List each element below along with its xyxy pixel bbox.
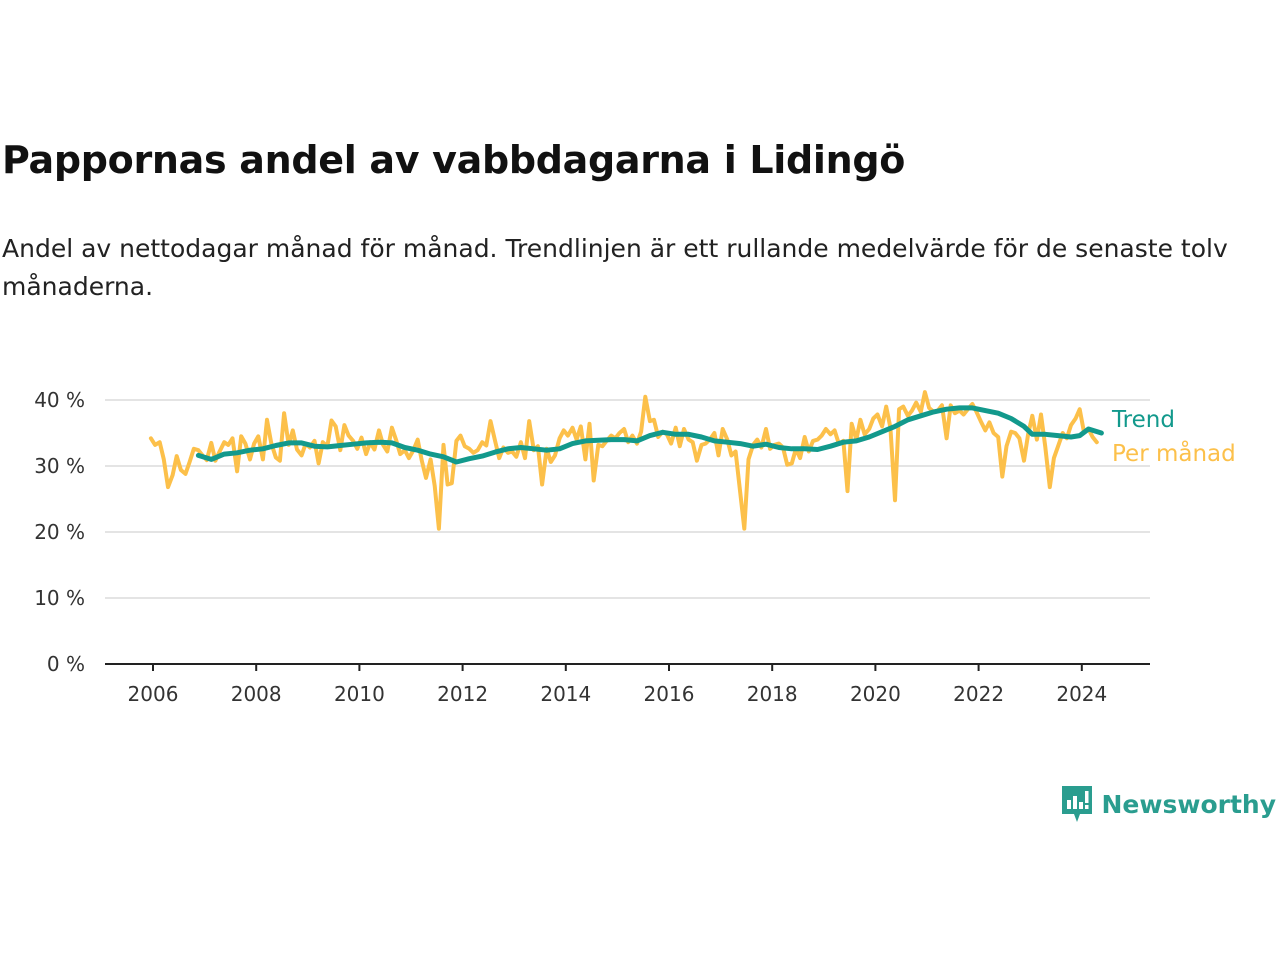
y-tick-label: 20 %: [34, 520, 85, 544]
y-axis-labels: 0 % 10 % 20 % 30 % 40 %: [34, 388, 85, 676]
x-tick-label: 2008: [231, 682, 282, 706]
y-tick-label: 40 %: [34, 388, 85, 412]
monthly-label: Per månad: [1112, 439, 1236, 467]
series-labels: Per månad Trend: [1111, 407, 1236, 467]
x-tick-label: 2020: [850, 682, 901, 706]
x-tick-label: 2010: [334, 682, 385, 706]
x-tick-label: 2022: [953, 682, 1004, 706]
trend-line: [195, 405, 1104, 465]
chart-title: Pappornas andel av vabbdagarna i Lidingö: [2, 138, 906, 182]
grid-lines: [105, 399, 1150, 599]
newsworthy-logo: Newsworthy: [1060, 784, 1277, 824]
y-tick-label: 0 %: [47, 652, 85, 676]
monthly-line: [148, 390, 1099, 531]
y-tick-label: 30 %: [34, 454, 85, 478]
x-tick-label: 2012: [437, 682, 488, 706]
x-tick-label: 2024: [1056, 682, 1107, 706]
trend-label: Trend: [1111, 407, 1175, 433]
chart-subtitle: Andel av nettodagar månad för månad. Tre…: [2, 234, 1228, 301]
x-tick-label: 2006: [128, 682, 179, 706]
newsworthy-logo-icon: [1061, 786, 1092, 822]
x-tick-label: 2016: [644, 682, 695, 706]
x-tick-label: 2014: [540, 682, 591, 706]
y-tick-label: 10 %: [34, 586, 85, 610]
series-lines: [148, 390, 1104, 531]
x-tick-label: 2018: [747, 682, 798, 706]
brand-name: Newsworthy: [1101, 789, 1277, 819]
x-axis: 2006 2008 2010 2012 2014 2016 2018 2020 2022 2024: [105, 663, 1150, 706]
